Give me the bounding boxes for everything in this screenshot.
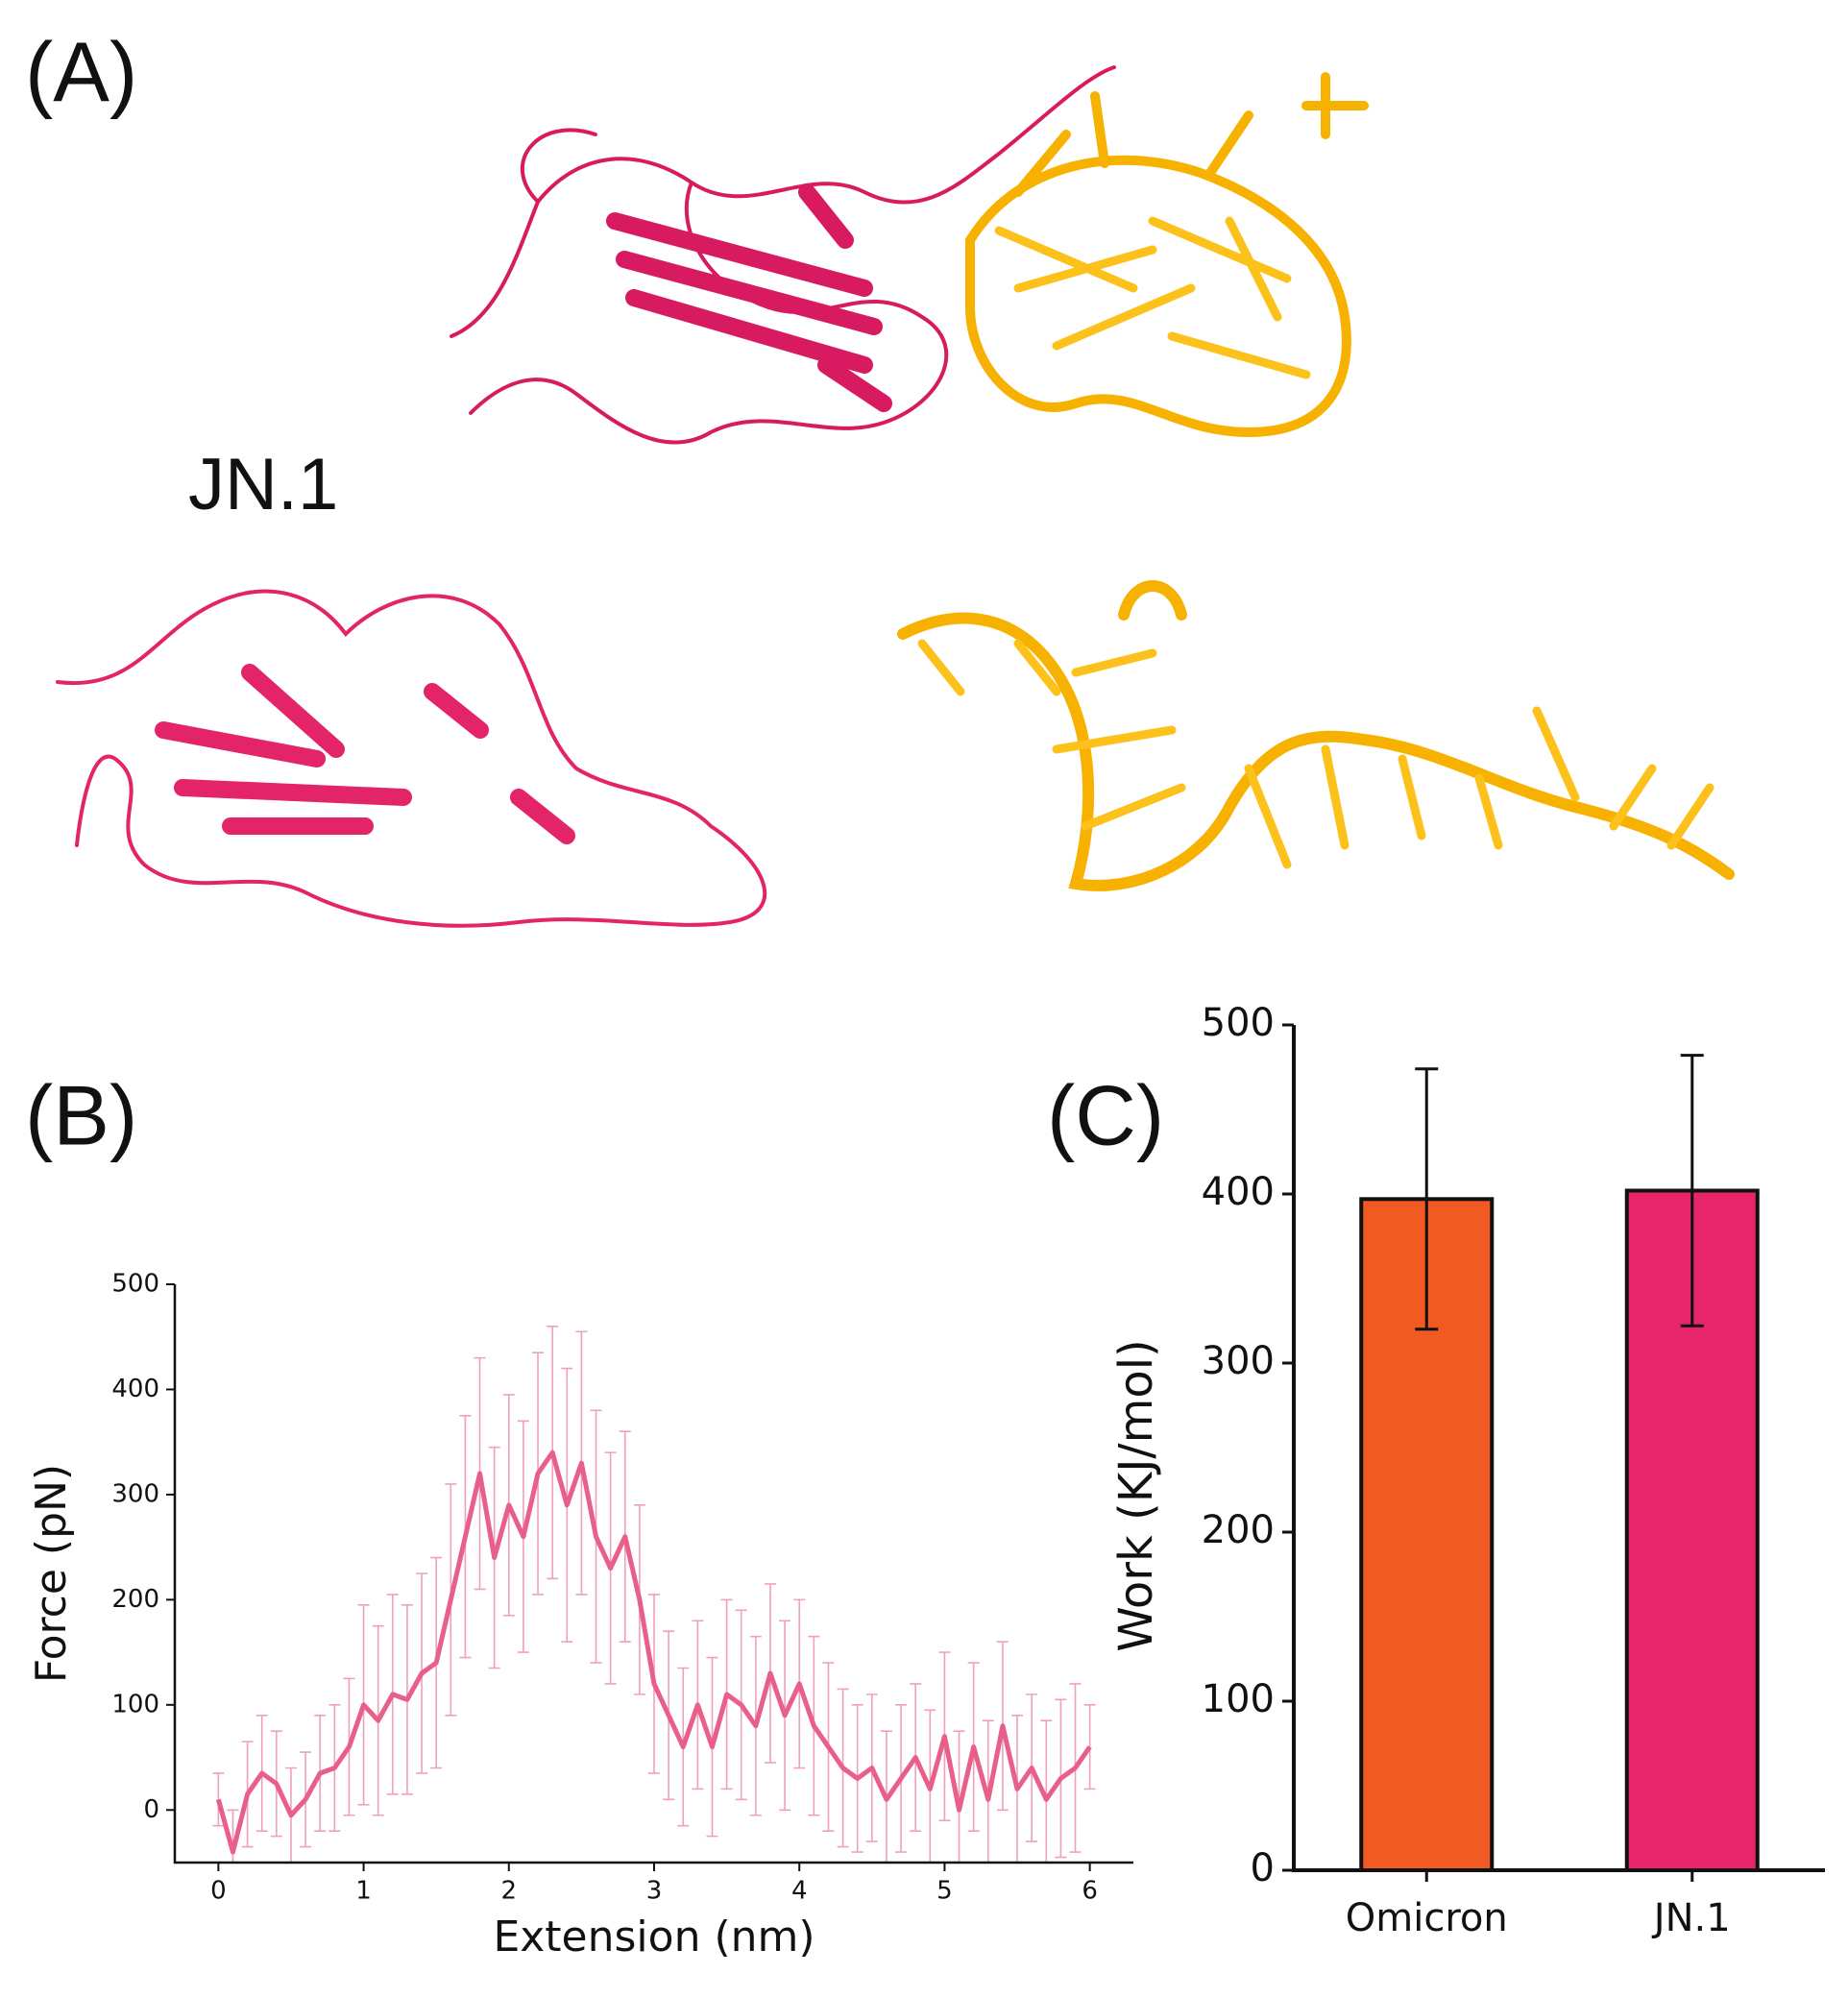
panel-label: (A) xyxy=(25,24,137,119)
y-tick-label: 200 xyxy=(1202,1508,1275,1552)
protein xyxy=(56,589,767,928)
aptamer xyxy=(897,580,1735,891)
error-bar xyxy=(1415,1067,1439,1331)
y-tick-label: 500 xyxy=(1202,1001,1275,1045)
error-bar xyxy=(212,1772,225,1827)
x-tick-label: 1 xyxy=(355,1877,372,1906)
y-tick-label: 400 xyxy=(1202,1170,1275,1214)
x-tick-label: 0 xyxy=(210,1877,227,1906)
x-tick-label: Omicron xyxy=(1346,1896,1508,1940)
panel-label: (C) xyxy=(1047,1067,1164,1162)
y-tick-label: 500 xyxy=(111,1270,159,1299)
force-line xyxy=(215,1450,1092,1855)
error-bar xyxy=(1680,1054,1704,1328)
y-axis-title: Work (KJ/mol) xyxy=(1109,1339,1163,1652)
x-tick-label: 6 xyxy=(1082,1877,1098,1906)
x-tick-label: JN.1 xyxy=(1651,1896,1731,1940)
y-tick-label: 400 xyxy=(111,1375,159,1403)
plot-area xyxy=(212,1325,1096,1863)
y-tick-label: 100 xyxy=(1202,1677,1275,1721)
axes xyxy=(173,1284,1133,1864)
x-tick-label: 3 xyxy=(646,1877,663,1906)
y-tick-label: 0 xyxy=(1251,1846,1275,1890)
structure-label: JN.1 xyxy=(188,444,338,525)
y-tick-label: 300 xyxy=(111,1479,159,1508)
error-bar xyxy=(1083,1704,1096,1791)
x-axis-title: Extension (nm) xyxy=(493,1913,815,1961)
x-tick-label: 2 xyxy=(501,1877,518,1906)
x-tick-label: 5 xyxy=(936,1877,953,1906)
panel-label: (B) xyxy=(25,1067,137,1162)
y-tick-label: 200 xyxy=(111,1585,159,1614)
x-tick-label: 4 xyxy=(791,1877,808,1906)
y-tick-label: 300 xyxy=(1202,1339,1275,1383)
y-axis-title: Force (pN) xyxy=(27,1464,76,1683)
protein-complex xyxy=(450,65,1369,445)
y-tick-label: 0 xyxy=(143,1795,159,1824)
y-tick-label: 100 xyxy=(111,1690,159,1718)
